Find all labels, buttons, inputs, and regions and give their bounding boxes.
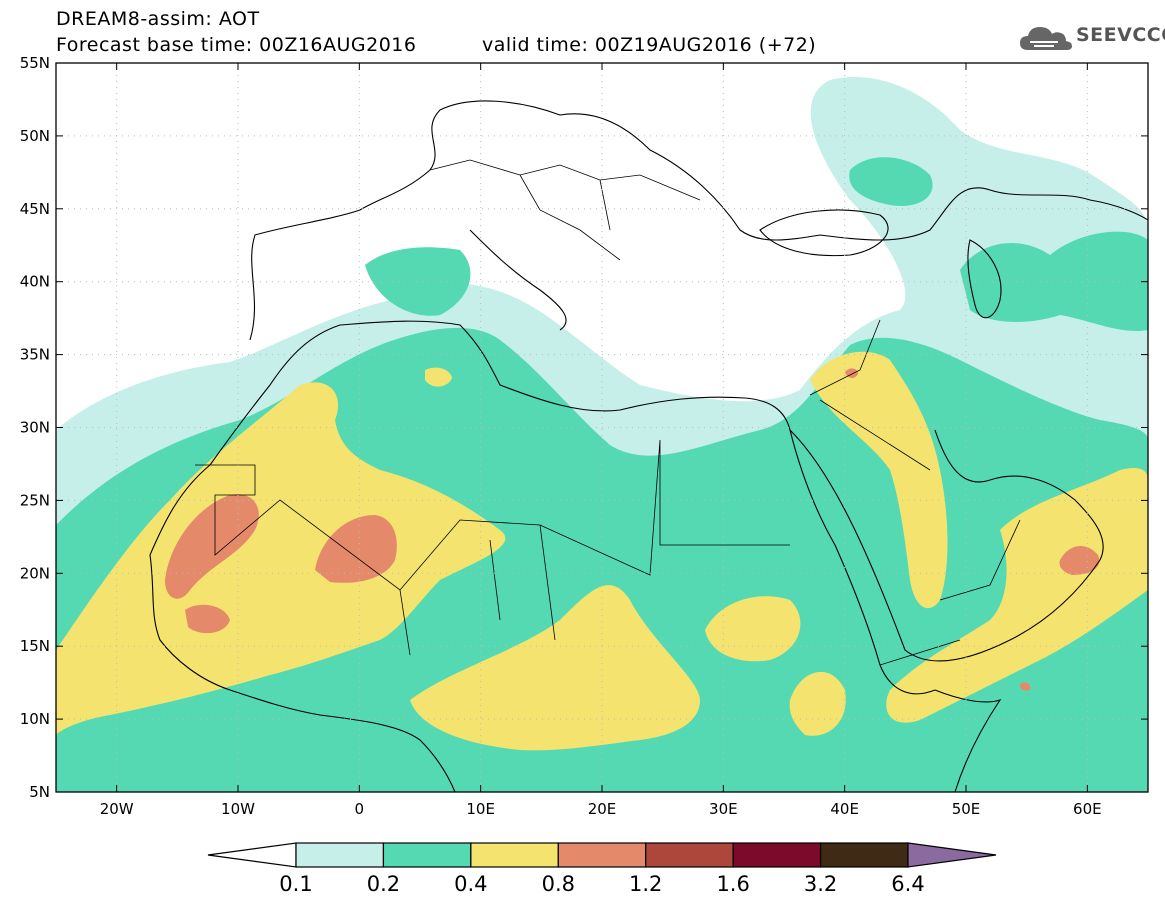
colorbar-segment [557,842,647,868]
aot-band-04-libya [425,367,452,387]
colorbar-label: 0.1 [279,872,313,896]
aot-band-04-central [410,585,700,751]
coastline-caspian [967,239,1002,319]
borders-middle-east [809,319,1021,666]
lon-label: 20E [588,800,617,818]
aot-band-08-mauritania [165,494,259,599]
map-title: DREAM8-assim: AOT [56,8,260,30]
lat-label: 10N [20,710,50,728]
lon-label: 40E [830,800,859,818]
forecast-base-time: Forecast base time: 00Z16AUG2016 [56,34,417,56]
colorbar-segment [470,842,559,868]
coastline-europe [249,100,1148,341]
aot-band-04-west [56,382,506,735]
lon-label: 50E [952,800,981,818]
colorbar [207,842,997,868]
lon-label: 60E [1073,800,1102,818]
lat-label: 50N [20,127,50,145]
aot-band-02-spain [365,247,471,316]
aot-band-08-oman [1059,545,1100,575]
logo-text: SEEVCCC [1076,24,1165,46]
coastline-red-sea [789,429,936,695]
colorbar-segment [295,842,385,868]
lon-label: 10E [466,800,495,818]
aot-band-04-horn [789,671,846,736]
colorbar-label: 0.8 [541,872,575,896]
seevccc-logo: SEEVCCC [1018,22,1165,54]
coastline-black-sea [759,209,889,257]
coastline-italy [469,229,567,331]
aot-band-02-caspian [960,231,1148,332]
valid-time: valid time: 00Z19AUG2016 (+72) [482,34,817,56]
colorbar-segment [382,842,472,868]
lon-label: 0 [355,800,365,818]
colorbar-label: 6.4 [891,872,925,896]
colorbar-label: 3.2 [803,872,838,896]
coastline-horn [934,689,1002,792]
aot-field [56,77,1148,792]
colorbar-label: 1.6 [716,872,750,896]
lat-label: 40N [20,273,50,291]
borders-europe [429,159,701,261]
colorbar-low-arrow [207,842,297,868]
lat-label: 45N [20,200,50,218]
colorbar-label: 1.2 [629,872,663,896]
lat-label: 20N [20,564,50,582]
colorbar-segment [819,842,909,868]
aot-band-08-yemen [1019,682,1031,691]
coastlines [149,100,1148,792]
country-borders [195,159,1021,666]
lat-label: 15N [20,637,50,655]
colorbar-high-arrow [907,842,997,868]
axis-ticks [56,62,1148,793]
colorbar-segment [732,842,822,868]
coastline-africa-north [149,320,791,556]
lat-label: 5N [29,783,50,801]
borders-north-africa [195,439,790,656]
lat-label: 35N [20,346,50,364]
colorbar-segment [645,842,734,868]
aot-band-04-sudan [705,596,801,662]
lon-label: 20W [100,800,134,818]
lon-label: 30E [709,800,738,818]
lat-label: 30N [20,419,50,437]
coastline-arabia [789,429,1104,662]
aot-band-08-mauritania-s [185,604,230,634]
cloud-icon [1020,27,1072,50]
colorbar-label: 0.4 [454,872,488,896]
aot-band-02-ukraine [849,157,933,206]
longitude-labels: 20W 10W 0 10E 20E 30E 40E 50E 60E [100,800,1102,818]
colorbar-label: 0.2 [366,872,401,896]
lat-lon-grid [56,63,1148,792]
coastline-west-africa [149,554,456,792]
aot-band-04-oman [886,468,1148,723]
lat-label: 25N [20,491,50,509]
latitude-labels: 5N 10N 15N 20N 25N 30N 35N 40N 45N 50N 55N [20,54,50,801]
lon-label: 10W [221,800,255,818]
aot-band-08-mali [315,515,397,583]
lat-label: 55N [20,54,50,72]
